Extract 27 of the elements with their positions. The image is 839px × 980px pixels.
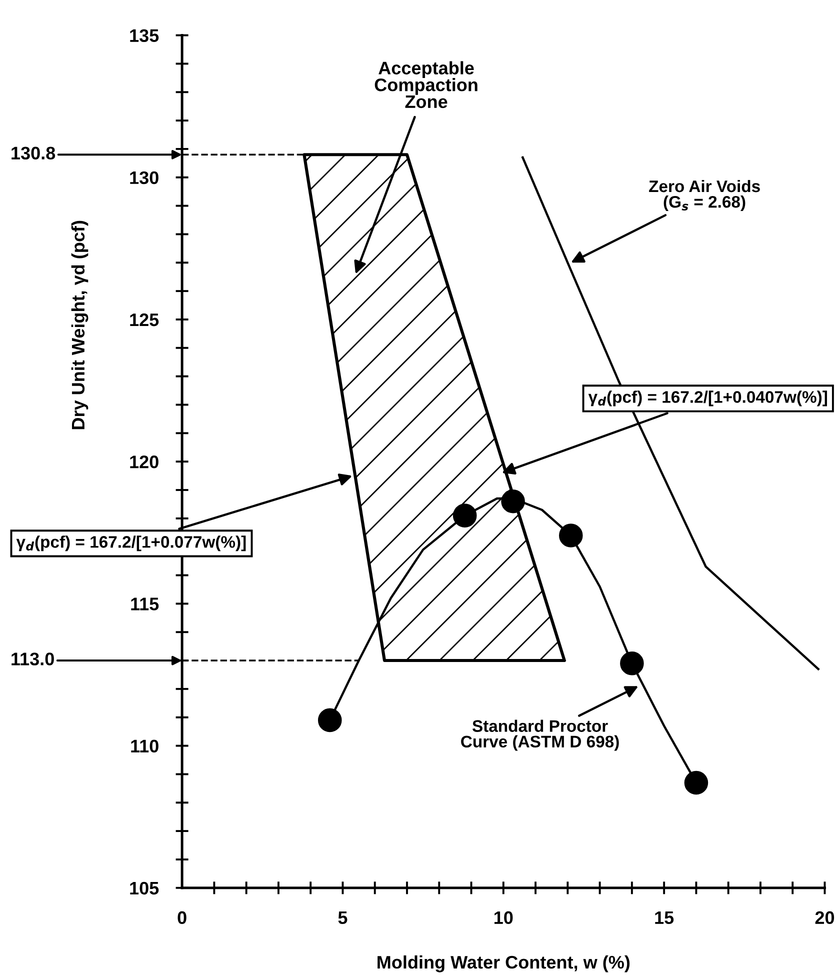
y-tick-label: 120 (130, 456, 158, 468)
annotation: γ$_{d}$(pcf) = 167.2/[1+0.077w(%)] (16, 536, 246, 552)
annotation: γ$_{d}$(pcf) = 167.2/[1+0.0407w(%)] (588, 390, 827, 406)
x-tick-label: 5 (338, 911, 348, 924)
ref-line-label: 130.8 (12, 146, 56, 160)
y-tick-label: 130 (130, 171, 158, 184)
point (501, 489, 525, 514)
x-tick-label: 0 (178, 911, 186, 924)
y-tick-label: 135 (130, 29, 159, 42)
point (620, 651, 644, 676)
point (558, 524, 583, 548)
x-tick-label: 10 (494, 911, 513, 924)
point (452, 504, 477, 528)
y-tick-label: 115 (131, 598, 159, 610)
y-axis-title: Dry Unit Weight, γd (pcf) (71, 220, 88, 430)
point (684, 770, 708, 795)
x-tick-label: 15 (655, 911, 674, 924)
y-tick-label: 110 (131, 740, 158, 752)
annotation: Standard Proctor Curve (ASTM D 698) (461, 720, 619, 751)
annotation: Acceptable Compaction Zone (374, 61, 478, 108)
x-axis-title: Molding Water Content, w (%) (378, 955, 630, 972)
y-tick-label: 105 (130, 882, 159, 895)
annotation: Zero Air Voids (G$_{s}$ = 2.68) (649, 180, 760, 212)
y-tick-label: 125 (130, 313, 159, 326)
ref-line-label: 113.0 (12, 652, 54, 666)
x-tick-label: 20 (815, 911, 834, 924)
point (318, 708, 342, 732)
